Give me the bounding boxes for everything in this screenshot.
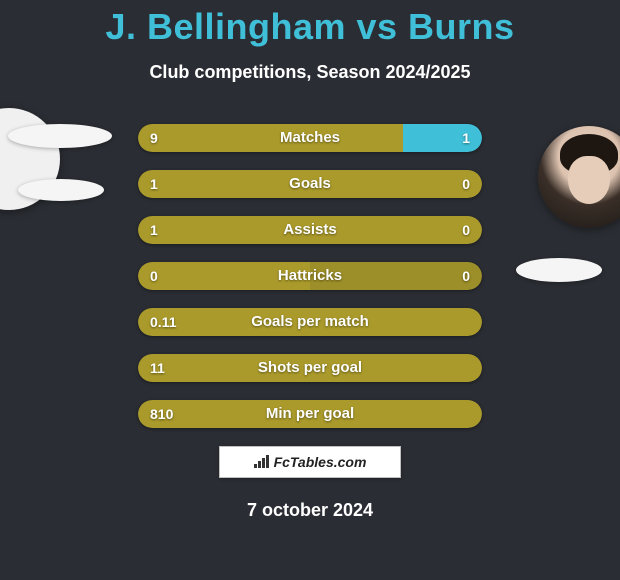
date-text: 7 october 2024 — [0, 500, 620, 521]
stat-bar-left — [138, 216, 482, 244]
stat-row-matches: 9 Matches 1 — [138, 124, 482, 152]
stat-bar-left — [138, 124, 403, 152]
stat-bar-left — [138, 262, 310, 290]
stat-row-assists: 1 Assists 0 — [138, 216, 482, 244]
attribution-box: FcTables.com — [219, 446, 401, 478]
stat-row-shots-per-goal: 11 Shots per goal — [138, 354, 482, 382]
comparison-infographic: J. Bellingham vs Burns Club competitions… — [0, 0, 620, 580]
attribution-text: FcTables.com — [274, 454, 367, 470]
page-subtitle: Club competitions, Season 2024/2025 — [0, 62, 620, 83]
stat-bar-left — [138, 354, 482, 382]
signal-icon — [254, 454, 270, 471]
stat-bars: 9 Matches 1 1 Goals 0 1 Assists 0 0 Hatt… — [138, 124, 482, 446]
player-left-tag-2 — [18, 179, 104, 201]
stat-bar-left — [138, 308, 482, 336]
player-left-tag-1 — [8, 124, 112, 148]
stat-row-goals-per-match: 0.11 Goals per match — [138, 308, 482, 336]
stat-row-goals: 1 Goals 0 — [138, 170, 482, 198]
page-title: J. Bellingham vs Burns — [0, 0, 620, 48]
stat-bar-left — [138, 400, 482, 428]
stat-row-min-per-goal: 810 Min per goal — [138, 400, 482, 428]
player-right-avatar — [538, 126, 620, 228]
stat-bar-right — [403, 124, 482, 152]
stat-row-hattricks: 0 Hattricks 0 — [138, 262, 482, 290]
stat-bar-left — [138, 170, 482, 198]
player-right-tag-1 — [516, 258, 602, 282]
stat-bar-right — [310, 262, 482, 290]
